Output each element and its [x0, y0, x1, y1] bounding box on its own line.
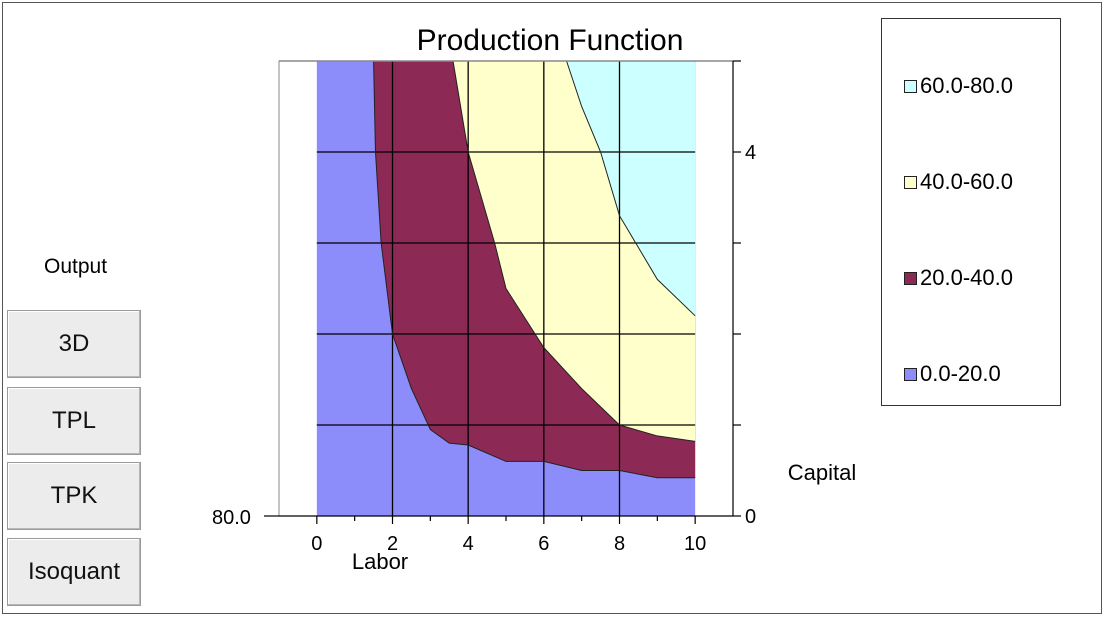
legend-swatch [904, 175, 917, 189]
legend-item-60-80: 60.0-80.0 [904, 73, 1013, 99]
3d-button[interactable]: 3D [7, 310, 141, 378]
band-60-80 [566, 61, 696, 316]
contour-line [373, 60, 696, 479]
plot-area [278, 60, 734, 517]
chart-legend: 60.0-80.0 40.0-60.0 20.0-40.0 0.0-20.0 [881, 18, 1061, 406]
y-tick-label: 0 [745, 506, 756, 528]
legend-label: 60.0-80.0 [920, 73, 1013, 98]
tpk-button[interactable]: TPK [7, 462, 141, 530]
legend-swatch [904, 271, 917, 285]
legend-item-0-20: 0.0-20.0 [904, 361, 1001, 387]
x-tick-label: 0 [311, 533, 322, 555]
legend-label: 0.0-20.0 [920, 361, 1001, 386]
contour-line [566, 60, 696, 317]
legend-item-40-60: 40.0-60.0 [904, 169, 1013, 195]
legend-item-20-40: 20.0-40.0 [904, 265, 1013, 291]
tpl-button[interactable]: TPL [7, 387, 141, 455]
output-label: Output [44, 255, 108, 278]
chart-title: Production Function [417, 24, 684, 57]
legend-label: 20.0-40.0 [920, 265, 1013, 290]
x-tick-label: 4 [463, 533, 474, 555]
axes: 0 2 4 6 8 10 0 4 [264, 60, 756, 555]
legend-swatch [904, 367, 917, 381]
z-axis-label: 80.0 [212, 507, 251, 529]
y-axis-label: Capital [788, 460, 856, 485]
legend-swatch [904, 79, 917, 93]
x-tick-label: 8 [614, 533, 625, 555]
x-tick-label: 6 [538, 533, 549, 555]
y-tick-label: 4 [745, 142, 756, 164]
x-tick-label: 2 [387, 533, 398, 555]
isoquant-button[interactable]: Isoquant [7, 538, 141, 606]
contour-line [452, 60, 696, 442]
legend-label: 40.0-60.0 [920, 169, 1013, 194]
x-axis-label: Labor [352, 549, 408, 574]
x-tick-label: 10 [684, 533, 706, 555]
